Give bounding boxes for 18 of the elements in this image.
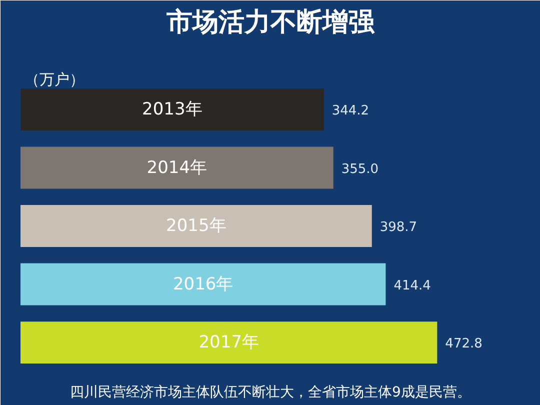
y-tick-label: 2017年 [198, 332, 259, 353]
bar [20, 205, 372, 247]
x-axis-title: （万户） [24, 70, 84, 89]
bar [20, 88, 324, 130]
y-tick-label: 2016年 [172, 274, 234, 294]
text: 四川民营经济市场主体队伍不断壮大，全省市场主体9成是民营。 [70, 384, 471, 400]
bar [20, 322, 438, 364]
bar [20, 263, 386, 306]
chart-title: 市场活力不断增强 [166, 8, 376, 38]
data-label: 414.4 [394, 278, 431, 294]
y-tick-label: 2014年 [146, 158, 208, 178]
data-label: 344.2 [332, 104, 370, 118]
y-tick-label: 2013年 [142, 100, 202, 120]
y-tick-label: 2015年 [166, 216, 226, 236]
data-label: 355.0 [341, 162, 379, 177]
data-label: 398.7 [380, 220, 418, 236]
data-label: 472.8 [445, 336, 482, 352]
bar [20, 146, 334, 189]
